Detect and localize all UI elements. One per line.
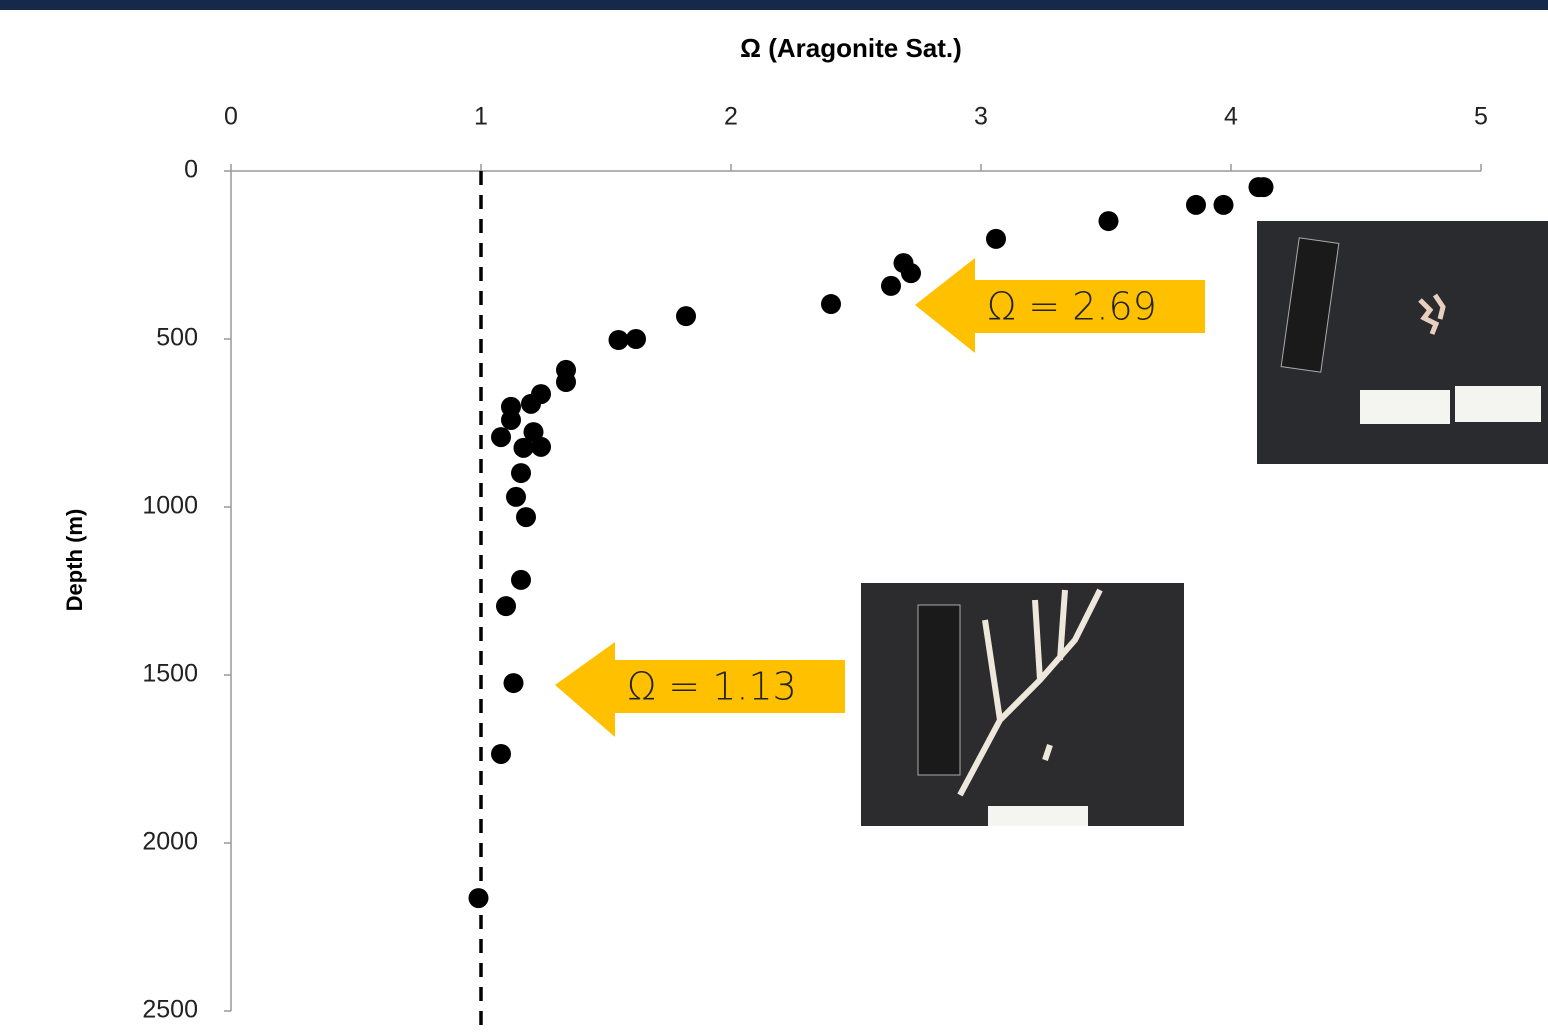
point [1186,195,1206,215]
point [626,329,646,349]
point [531,437,551,457]
point [469,888,489,908]
x-tick-label: 4 [1224,103,1238,131]
x-tick-label: 5 [1474,103,1488,131]
point [1254,177,1274,197]
point [986,229,1006,249]
top-bar [0,0,1548,10]
photo [861,583,1184,826]
annotation: Ω = 2.69 [987,285,1157,329]
chart-title: Ω (Aragonite Sat.) [740,33,962,63]
y-tick-label: 2500 [142,996,198,1024]
point [821,294,841,314]
y-tick-label: 1000 [142,492,198,520]
annotation: Ω = 1.13 [627,665,797,709]
x-tick-label: 2 [724,103,738,131]
point [511,463,531,483]
point [511,570,531,590]
point [1099,211,1119,231]
point [556,372,576,392]
y-axis-label: Depth (m) [62,509,87,612]
point [506,487,526,507]
x-tick-label: 1 [474,103,488,131]
point [901,263,921,283]
point [881,276,901,296]
point [491,744,511,764]
point [504,673,524,693]
y-tick-label: 1500 [142,660,198,688]
point [1214,195,1234,215]
y-tick-label: 0 [184,156,198,184]
x-tick-label: 3 [974,103,988,131]
y-tick-label: 500 [156,324,198,352]
point [496,596,516,616]
point [516,507,536,527]
y-tick-label: 2000 [142,828,198,856]
point [609,330,629,350]
x-tick-label: 0 [224,103,238,131]
point [521,394,541,414]
chart: Ω (Aragonite Sat.) Depth (m) 0 1 2 3 4 5 0 500 1… [0,0,1548,1028]
point [514,438,534,458]
point [491,427,511,447]
point [676,306,696,326]
point [501,410,521,430]
photo [1257,221,1548,464]
